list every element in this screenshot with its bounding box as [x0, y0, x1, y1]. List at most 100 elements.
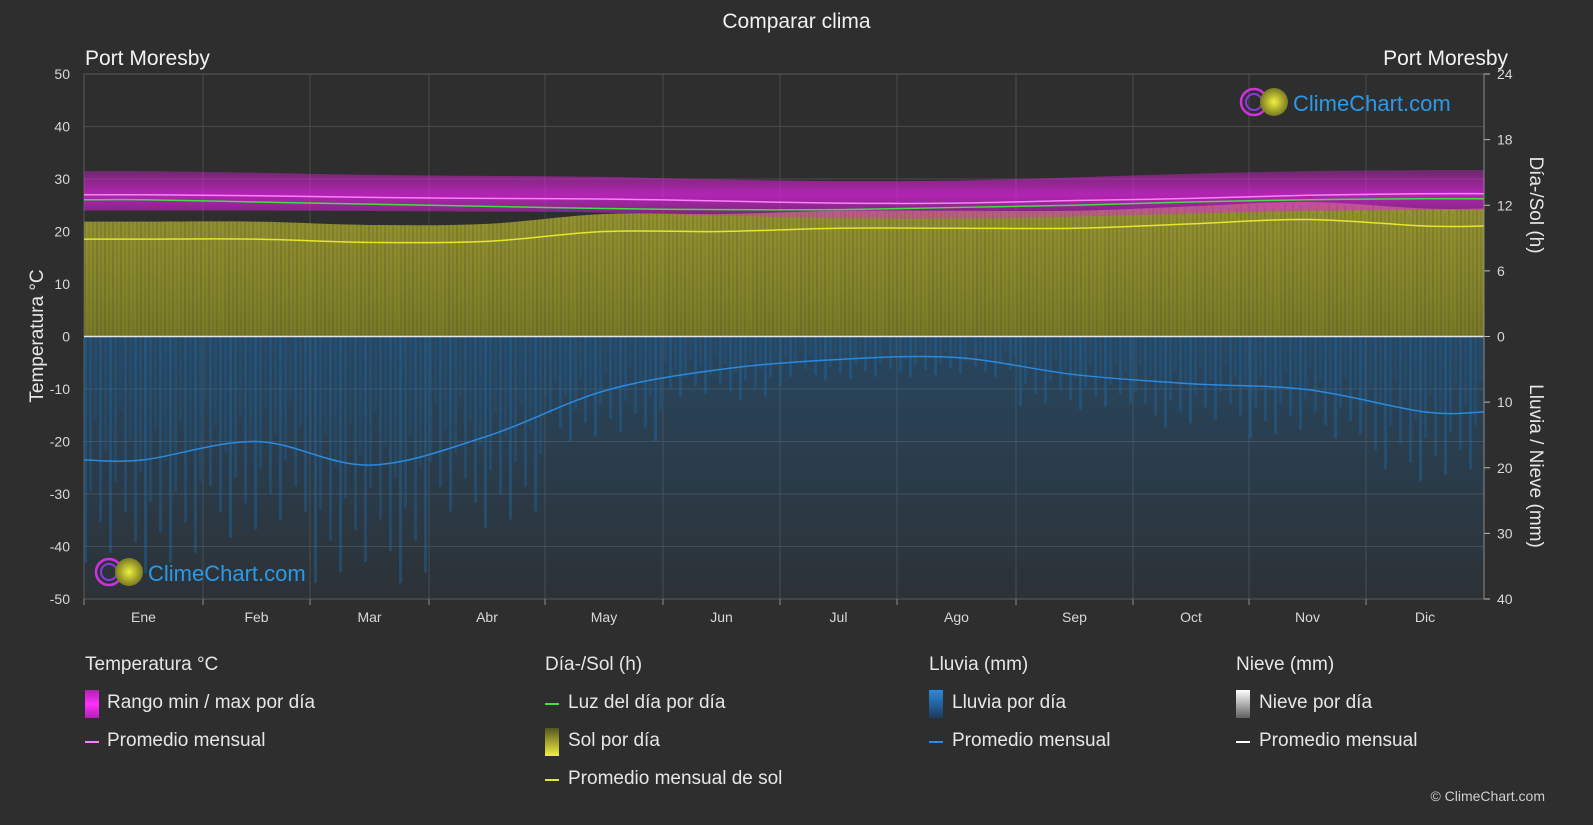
x-month-label: Oct: [1180, 609, 1202, 625]
sun-daily-bar: [1044, 206, 1046, 337]
sun-daily-bar: [88, 214, 90, 337]
sun-daily-bar: [884, 208, 886, 337]
sun-daily-bar: [428, 206, 430, 337]
sun-daily-bar: [208, 206, 210, 337]
sun-daily-bar: [1028, 204, 1030, 337]
x-month-label: May: [591, 609, 617, 625]
sun-daily-bar: [852, 204, 854, 337]
y-right-top-tick-label: 24: [1497, 66, 1513, 82]
sun-daily-bar: [1004, 212, 1006, 337]
rain-daily-bar: [929, 336, 932, 358]
rain-daily-bar: [1264, 336, 1267, 421]
legend-snow-label: Nieve por día: [1259, 692, 1373, 713]
sun-daily-bar: [748, 214, 750, 337]
sun-daily-bar: [308, 214, 310, 337]
sun-daily-bar: [392, 207, 394, 337]
sun-daily-bar: [1232, 214, 1234, 337]
sun-daily-bar: [1032, 210, 1034, 337]
sun-daily-bar: [1364, 214, 1366, 337]
sun-daily-bar: [420, 205, 422, 337]
sun-daily-bar: [1296, 210, 1298, 337]
rain-daily-bar: [1139, 336, 1142, 365]
rain-daily-bar: [1354, 336, 1357, 391]
rain-daily-bar: [329, 336, 332, 541]
rain-daily-bar: [989, 336, 992, 360]
sun-daily-bar: [292, 211, 294, 337]
rain-daily-bar: [539, 336, 542, 454]
sun-daily-bar: [808, 204, 810, 337]
sun-daily-bar: [1180, 212, 1182, 337]
rain-daily-bar: [814, 336, 817, 375]
sun-daily-bar: [1100, 214, 1102, 337]
sun-daily-bar: [1304, 211, 1306, 337]
rain-daily-bar: [584, 336, 587, 424]
legend-swatch-sun: [545, 728, 559, 756]
rain-daily-bar: [319, 336, 322, 510]
sun-daily-bar: [1468, 204, 1470, 337]
sun-daily-bar: [932, 203, 934, 337]
x-month-label: Jun: [710, 609, 733, 625]
rain-daily-bar: [894, 336, 897, 356]
sun-daily-bar: [200, 205, 202, 337]
sun-daily-bar: [1172, 211, 1174, 337]
legend-swatch-rain-avg: [929, 741, 943, 743]
sun-daily-bar: [408, 209, 410, 337]
rain-daily-bar: [1429, 336, 1432, 395]
copyright: © ClimeChart.com: [1430, 788, 1545, 804]
sun-daily-bar: [1136, 212, 1138, 337]
legend-sun-label: Sol por día: [568, 730, 660, 751]
sun-daily-bar: [1332, 209, 1334, 337]
sun-daily-bar: [296, 206, 298, 337]
sun-daily-bar: [648, 206, 650, 337]
legend-swatch-snow-avg: [1236, 741, 1250, 743]
rain-daily-bar: [484, 336, 487, 528]
rain-daily-bar: [1469, 336, 1472, 469]
rain-daily-bar: [1244, 336, 1247, 389]
y-right-top-axis-title: Día-/Sol (h): [1525, 156, 1546, 253]
rain-daily-bar: [239, 336, 242, 417]
rain-daily-bar: [684, 336, 687, 378]
sun-daily-bar: [1240, 203, 1242, 337]
sun-daily-bar: [1208, 210, 1210, 337]
rain-daily-bar: [1359, 336, 1362, 435]
y-right-top-tick-label: 0: [1497, 329, 1505, 345]
rain-daily-bar: [524, 336, 527, 487]
sun-daily-bar: [552, 205, 554, 337]
rain-daily-bar: [634, 336, 637, 415]
rain-daily-bar: [1254, 336, 1257, 408]
sun-daily-bar: [1360, 207, 1362, 337]
rain-daily-bar: [434, 336, 437, 405]
logo-text: ClimeChart.com: [148, 561, 306, 586]
sun-daily-bar: [1068, 209, 1070, 337]
rain-daily-bar: [449, 336, 452, 512]
sun-daily-bar: [508, 205, 510, 337]
sun-daily-bar: [656, 207, 658, 337]
sun-daily-bar: [844, 203, 846, 337]
y-left-tick-label: 0: [62, 329, 70, 345]
rain-daily-bar: [84, 336, 87, 563]
rain-daily-bar: [489, 336, 492, 471]
sun-daily-bar: [1216, 211, 1218, 337]
rain-daily-bar: [209, 336, 212, 486]
rain-daily-bar: [689, 336, 692, 359]
rain-daily-bar: [779, 336, 782, 386]
rain-daily-bar: [884, 336, 887, 351]
sun-daily-bar: [924, 214, 926, 337]
rain-daily-bar: [724, 336, 727, 365]
sun-daily-bar: [964, 207, 966, 337]
sun-daily-bar: [1340, 210, 1342, 337]
sun-daily-bar: [404, 203, 406, 337]
sun-daily-bar: [112, 205, 114, 337]
rain-daily-bar: [709, 336, 712, 376]
rain-daily-bar: [1204, 336, 1207, 408]
rain-daily-bar: [859, 336, 862, 353]
sun-daily-bar: [1404, 207, 1406, 337]
y-left-tick-label: 20: [54, 224, 70, 240]
y-left-tick-label: -50: [50, 591, 70, 607]
x-month-label: Mar: [357, 609, 381, 625]
sun-daily-bar: [176, 214, 178, 337]
sun-daily-bar: [832, 207, 834, 337]
rain-daily-bar: [349, 336, 352, 425]
rain-daily-bar: [129, 336, 132, 442]
sun-daily-bar: [680, 210, 682, 337]
